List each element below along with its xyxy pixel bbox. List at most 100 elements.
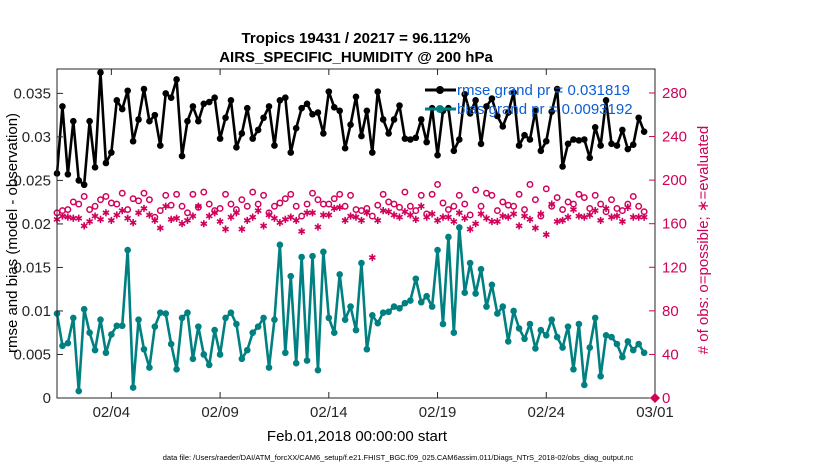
bias-point (608, 333, 615, 341)
obs-possible-marker (292, 202, 300, 210)
obs-possible-marker (200, 188, 208, 196)
obs-possible-marker (450, 202, 458, 210)
obs-possible-marker (156, 207, 164, 215)
rmse-point (102, 159, 110, 167)
rmse-point (276, 97, 284, 104)
obs-possible-marker (276, 199, 284, 207)
obs-evaluated-marker (482, 214, 490, 222)
obs-evaluated-marker (390, 211, 398, 219)
chart-title: Tropics 19431 / 20217 = 96.112% (242, 30, 471, 47)
obs-possible-marker (629, 193, 637, 200)
obs-possible-marker (396, 203, 403, 211)
bias-point (434, 246, 441, 254)
obs-evaluated-marker (96, 215, 105, 223)
obs-evaluated-marker (597, 216, 605, 225)
y-axis-label-left: rmse and bias (model - observation) (4, 113, 21, 353)
bias-series (53, 224, 648, 395)
rmse-point (597, 142, 604, 149)
rmse-point (320, 130, 327, 137)
bias-point (91, 346, 99, 354)
obs-evaluated-marker (466, 225, 474, 233)
obs-possible-marker (178, 202, 186, 210)
obs-possible-marker (271, 202, 278, 210)
bias-point (548, 316, 556, 323)
bias-point (298, 253, 305, 261)
rmse-point (390, 116, 398, 123)
legend-bias-label: bias grand pr = 0.0093192 (457, 101, 633, 118)
obs-evaluated-marker (586, 211, 594, 219)
rmse-point (548, 108, 556, 115)
obs-evaluated-marker (618, 217, 626, 226)
obs-possible-marker (521, 206, 528, 213)
rmse-point (559, 163, 566, 170)
bias-point (504, 338, 512, 345)
rmse-point (385, 130, 392, 137)
rmse-point (423, 138, 430, 146)
obs-evaluated-marker (151, 216, 159, 225)
rmse-point (167, 94, 175, 102)
bias-point (390, 303, 398, 310)
obs-possible-marker (260, 191, 268, 199)
obs-evaluated-marker (129, 219, 137, 227)
obs-evaluated-marker (423, 213, 431, 221)
rmse-point (640, 128, 648, 135)
rmse-point (330, 104, 338, 111)
y-right-tick-label: 280 (662, 85, 687, 102)
obs-evaluated-marker (86, 217, 94, 226)
obs-possible-marker (439, 199, 447, 207)
bias-point (227, 309, 235, 317)
bias-point (287, 272, 295, 280)
obs-possible-marker (564, 198, 572, 206)
bias-point (254, 323, 262, 330)
obs-possible-marker (118, 189, 126, 197)
obs-evaluated-marker (281, 215, 289, 223)
obs-evaluated-marker (341, 216, 349, 225)
obs-evaluated-marker (232, 209, 240, 217)
rmse-point (222, 114, 229, 122)
legend-rmse-label: rmse grand pr = 0.031819 (457, 82, 630, 99)
rmse-point (254, 126, 262, 134)
rmse-point (532, 107, 539, 115)
obs-possible-marker (597, 200, 605, 208)
obs-possible-marker (417, 191, 425, 199)
obs-evaluated-marker (575, 212, 583, 220)
bias-point (363, 345, 371, 353)
left-axis: 0 0.005 0.01 0.015 0.02 0.025 0.03 0.035 (13, 85, 63, 407)
bias-point (488, 281, 496, 289)
rmse-point (504, 109, 512, 116)
bias-point (64, 339, 72, 347)
rmse-point (97, 69, 104, 76)
obs-evaluated-marker (569, 205, 577, 214)
bias-point (243, 346, 251, 354)
rmse-point (118, 105, 126, 113)
obs-possible-marker (238, 196, 246, 204)
plot-frame (56, 68, 656, 399)
bias-point (423, 292, 430, 300)
obs-possible-marker (243, 202, 251, 210)
rmse-point (271, 142, 278, 149)
legend-bias-marker (436, 105, 444, 113)
obs-possible-marker (591, 191, 599, 199)
bias-point (575, 320, 583, 328)
obs-possible-marker (86, 206, 94, 213)
bias-point (341, 316, 349, 323)
bias-point (80, 305, 88, 313)
y-left-tick-label: 0.015 (13, 259, 51, 276)
rmse-point (466, 110, 474, 117)
obs-evaluated-marker (260, 222, 268, 230)
obs-evaluated-marker (477, 210, 485, 218)
bias-point (385, 308, 392, 316)
obs-evaluated-marker (537, 210, 545, 218)
bias-point (542, 332, 550, 339)
rmse-point (461, 90, 469, 98)
rmse-point (178, 152, 186, 160)
obs-possible-marker (113, 200, 121, 208)
bias-point (265, 364, 273, 371)
rmse-point (450, 147, 458, 155)
rmse-point (401, 135, 409, 142)
obs-evaluated-marker (412, 215, 420, 223)
obs-evaluated-marker (314, 223, 322, 231)
chart-subtitle: AIRS_SPECIFIC_HUMIDITY @ 200 hPa (219, 49, 493, 66)
bias-point (292, 359, 300, 367)
obs-possible-marker (222, 190, 229, 198)
